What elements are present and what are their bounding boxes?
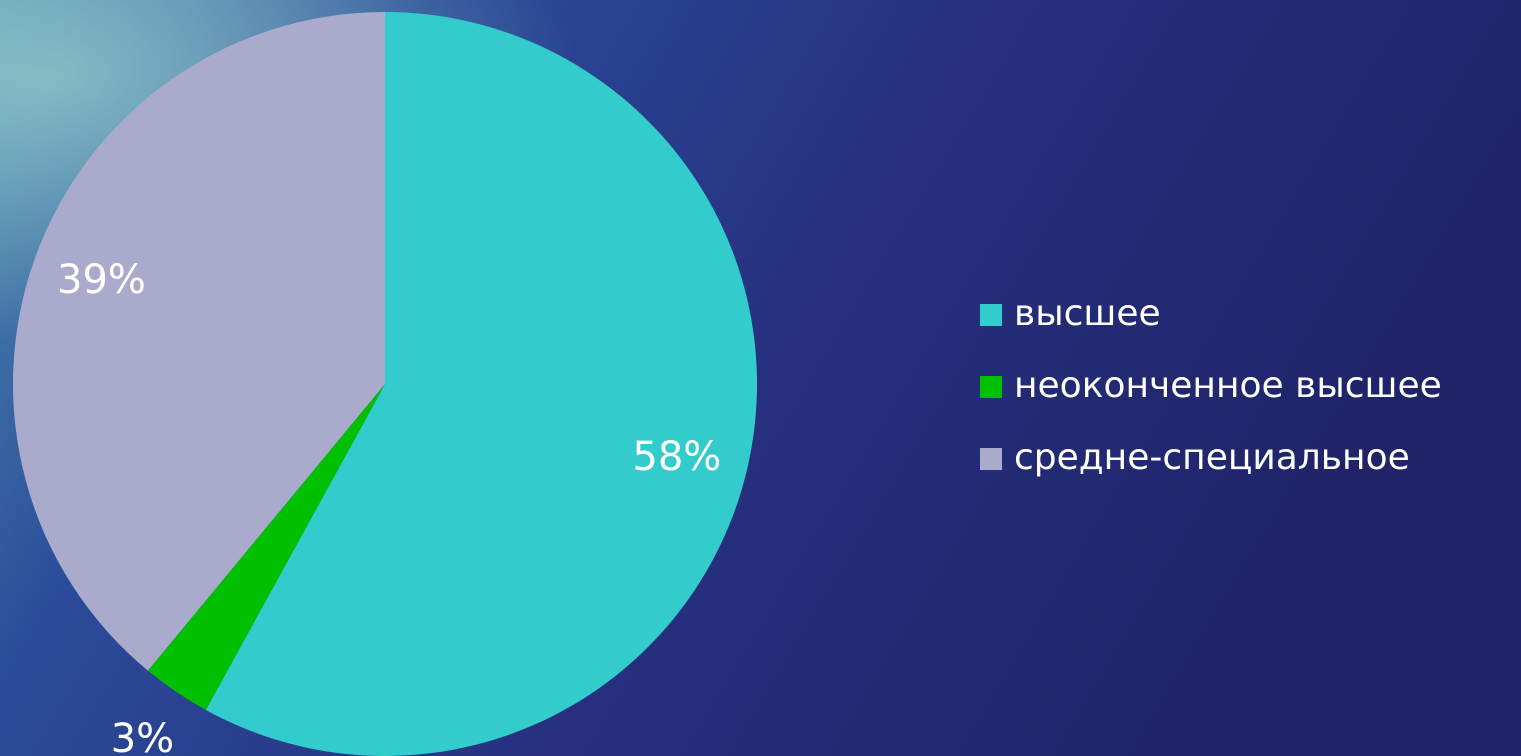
legend-label: неоконченное высшее xyxy=(1014,365,1442,406)
slice-label: 58% xyxy=(632,434,721,480)
legend-swatch xyxy=(980,304,1002,326)
legend-label: высшее xyxy=(1014,293,1161,334)
chart: 58% 3% 39% высшее неоконченное высшее средне… xyxy=(0,0,1521,756)
pie: 58% 3% 39% xyxy=(13,12,757,756)
slice-label: 39% xyxy=(57,257,146,303)
slice-label: 3% xyxy=(111,716,174,756)
legend-swatch xyxy=(980,376,1002,398)
legend-label: средне-специальное xyxy=(1014,437,1410,478)
legend-swatch xyxy=(980,448,1002,470)
page: {"chart_data": {"type": "pie", "categori… xyxy=(0,0,1521,756)
